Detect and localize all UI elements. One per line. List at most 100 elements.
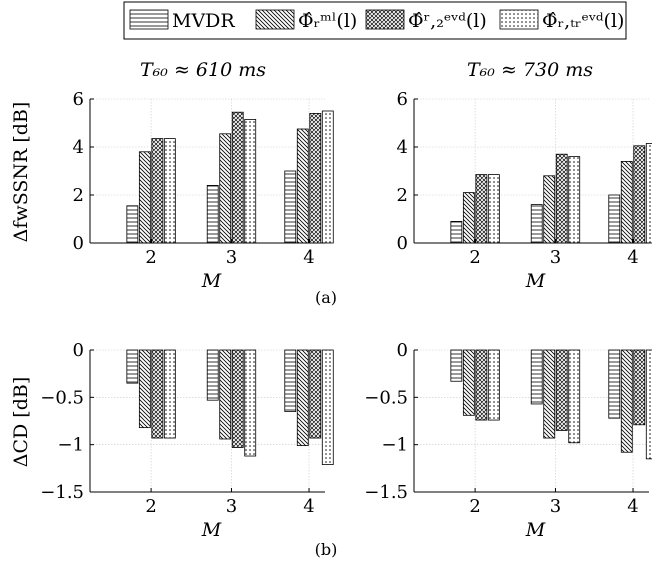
bar-ml-m3 bbox=[219, 349, 232, 440]
y-tick-label: 0 bbox=[397, 340, 408, 361]
x-tick-label: 2 bbox=[145, 496, 156, 517]
caption-a: (a) bbox=[315, 288, 337, 307]
bar-evd2-m4 bbox=[633, 349, 646, 426]
legend-label-evd2: Φ̂ʳ,₂ᵉᵛᵈ(l) bbox=[408, 10, 487, 32]
bar-mvdr-m2 bbox=[450, 220, 463, 244]
bar-evdtr-m3 bbox=[244, 349, 257, 457]
bar-evdtr-m3 bbox=[568, 349, 581, 444]
bar-evdtr-m3 bbox=[244, 119, 257, 244]
legend-label-evdtr: Φ̂ᵣ,ₜᵣᵉᵛᵈ(l) bbox=[542, 10, 624, 32]
y-tick-label: 0 bbox=[73, 340, 84, 361]
y-tick-label: 6 bbox=[73, 89, 84, 110]
y-tick-label: −0.5 bbox=[364, 387, 408, 408]
bar-evdtr-m4 bbox=[645, 142, 652, 244]
bar-ml-m4 bbox=[296, 128, 309, 244]
bar-evdtr-m4 bbox=[321, 349, 334, 465]
bar-mvdr-m3 bbox=[530, 204, 543, 244]
legend-swatch-evd2 bbox=[365, 9, 405, 30]
bar-ml-m4 bbox=[620, 349, 633, 453]
bar-mvdr-m3 bbox=[530, 349, 543, 405]
bar-mvdr-m3 bbox=[206, 349, 219, 401]
bar-evdtr-m2 bbox=[487, 174, 500, 244]
x-tick-label: 2 bbox=[469, 247, 480, 268]
bar-evd2-m3 bbox=[555, 153, 568, 244]
bar-evd2-m2 bbox=[475, 349, 488, 421]
ylabel-cd: ΔCD [dB] bbox=[10, 377, 32, 467]
bar-evd2-m3 bbox=[555, 349, 568, 431]
legend-swatch-mvdr bbox=[129, 9, 169, 30]
y-tick-label: −1 bbox=[381, 435, 408, 456]
legend-swatch-ml bbox=[255, 9, 295, 30]
legend-label-mvdr: MVDR bbox=[172, 10, 235, 32]
bar-ml-m4 bbox=[620, 160, 633, 244]
x-axis-label: M bbox=[201, 519, 222, 541]
y-tick-label: 0 bbox=[73, 233, 84, 254]
bar-evd2-m3 bbox=[231, 111, 244, 244]
x-tick-label: 3 bbox=[550, 247, 561, 268]
chart-panel-fwssnr-730: 0 2 4 6 2 3 4 M bbox=[397, 89, 652, 292]
y-tick-label: 4 bbox=[397, 137, 408, 158]
bar-ml-m2 bbox=[138, 349, 151, 429]
bar-evdtr-m4 bbox=[645, 349, 652, 460]
y-tick-label: 6 bbox=[397, 89, 408, 110]
x-tick-label: 2 bbox=[469, 496, 480, 517]
chart-panel-cd-730: 0 −0.5 −1 −1.5 2 3 4 M bbox=[364, 340, 652, 541]
bar-mvdr-m2 bbox=[126, 349, 139, 384]
bar-mvdr-m4 bbox=[284, 170, 297, 244]
bar-evd2-m2 bbox=[151, 349, 164, 439]
y-tick-label: −1.5 bbox=[364, 482, 408, 503]
y-tick-label: 0 bbox=[397, 233, 408, 254]
x-tick-label: 2 bbox=[145, 247, 156, 268]
bar-mvdr-m4 bbox=[284, 349, 297, 412]
bar-ml-m2 bbox=[462, 349, 475, 416]
bar-evd2-m3 bbox=[231, 349, 244, 448]
bar-evdtr-m2 bbox=[487, 349, 500, 421]
y-tick-label: −0.5 bbox=[40, 387, 84, 408]
chart-panel-fwssnr-610: 0 2 4 6 2 3 4 M bbox=[73, 89, 334, 292]
bar-evdtr-m4 bbox=[321, 110, 334, 244]
x-axis-label: M bbox=[201, 270, 222, 292]
x-tick-label: 3 bbox=[226, 496, 237, 517]
chart-panel-cd-610: 0 −0.5 −1 −1.5 2 3 4 M bbox=[40, 340, 334, 541]
bar-mvdr-m4 bbox=[608, 349, 621, 419]
bar-ml-m3 bbox=[543, 349, 556, 439]
legend: MVDR Φ̂ᵣᵐˡ(l) Φ̂ʳ,₂ᵉᵛᵈ(l) Φ̂ᵣ,ₜᵣᵉᵛᵈ(l) bbox=[123, 1, 627, 40]
bar-ml-m2 bbox=[462, 192, 475, 244]
x-tick-label: 4 bbox=[303, 496, 314, 517]
bar-ml-m3 bbox=[543, 175, 556, 244]
x-axis-label: M bbox=[525, 519, 546, 541]
bar-evdtr-m2 bbox=[163, 349, 176, 439]
bar-mvdr-m2 bbox=[450, 349, 463, 382]
y-tick-label: 2 bbox=[73, 185, 84, 206]
x-tick-label: 4 bbox=[627, 247, 638, 268]
bar-evdtr-m2 bbox=[163, 138, 176, 244]
bar-evd2-m4 bbox=[309, 349, 322, 439]
x-tick-label: 3 bbox=[226, 247, 237, 268]
x-tick-label: 4 bbox=[303, 247, 314, 268]
caption-b: (b) bbox=[315, 540, 338, 559]
column-title-610: T₆₀ ≈ 610 ms bbox=[140, 59, 266, 81]
legend-swatch-evdtr bbox=[499, 9, 539, 30]
x-axis-label: M bbox=[525, 270, 546, 292]
bar-evd2-m4 bbox=[633, 145, 646, 244]
y-tick-label: 4 bbox=[73, 137, 84, 158]
bar-evd2-m2 bbox=[151, 138, 164, 244]
bar-ml-m3 bbox=[219, 133, 232, 244]
x-tick-label: 4 bbox=[627, 496, 638, 517]
legend-label-ml: Φ̂ᵣᵐˡ(l) bbox=[298, 10, 357, 32]
bar-mvdr-m3 bbox=[206, 184, 219, 244]
x-tick-label: 3 bbox=[550, 496, 561, 517]
y-tick-label: −1.5 bbox=[40, 482, 84, 503]
bar-evd2-m4 bbox=[309, 113, 322, 244]
bar-ml-m2 bbox=[138, 151, 151, 244]
y-tick-label: 2 bbox=[397, 185, 408, 206]
bar-mvdr-m2 bbox=[126, 205, 139, 244]
bar-ml-m4 bbox=[296, 349, 309, 447]
column-title-730: T₆₀ ≈ 730 ms bbox=[467, 59, 593, 81]
bar-evd2-m2 bbox=[475, 174, 488, 244]
y-tick-label: −1 bbox=[57, 435, 84, 456]
bar-evdtr-m3 bbox=[568, 156, 581, 244]
ylabel-fwssnr: ΔfwSSNR [dB] bbox=[10, 102, 32, 243]
bar-mvdr-m4 bbox=[608, 194, 621, 244]
